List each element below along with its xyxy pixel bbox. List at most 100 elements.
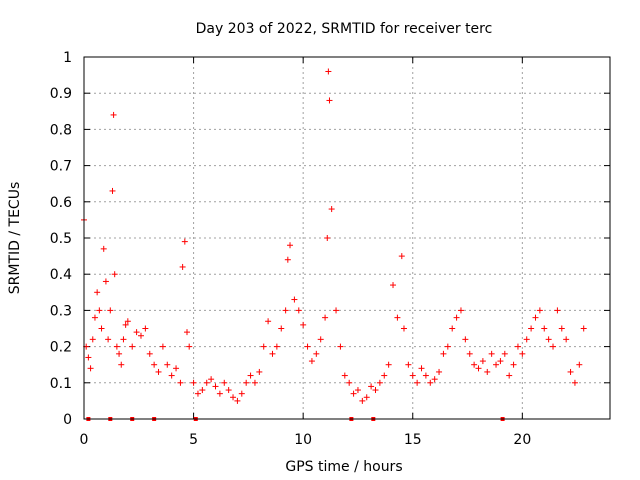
- data-point: [457, 307, 464, 314]
- y-tick-label: 0.8: [50, 122, 72, 138]
- data-point: [142, 325, 149, 332]
- data-point: [151, 361, 158, 368]
- data-point: [359, 397, 366, 404]
- data-point: [431, 376, 438, 383]
- data-point: [444, 343, 451, 350]
- data-point: [453, 314, 460, 321]
- data-point: [381, 372, 388, 379]
- data-point: [326, 97, 333, 104]
- data-point: [225, 387, 232, 394]
- x-tick-label: 10: [294, 432, 312, 448]
- x-tick-label: 15: [404, 432, 422, 448]
- data-point: [265, 318, 272, 325]
- data-point: [221, 379, 228, 386]
- data-point: [118, 361, 125, 368]
- data-point: [107, 307, 114, 314]
- data-point: [471, 361, 478, 368]
- data-point: [567, 368, 574, 375]
- data-point: [528, 325, 535, 332]
- data-point: [372, 387, 379, 394]
- data-point: [256, 368, 263, 375]
- data-point: [422, 372, 429, 379]
- data-point: [394, 314, 401, 321]
- data-point: [179, 263, 186, 270]
- data-point: [497, 358, 504, 365]
- y-tick-label: 1: [63, 50, 72, 66]
- data-point: [124, 318, 131, 325]
- data-point: [120, 336, 127, 343]
- data-point: [287, 242, 294, 249]
- data-point: [514, 343, 521, 350]
- data-point: [110, 111, 117, 118]
- data-point: [328, 206, 335, 213]
- data-point: [363, 394, 370, 401]
- y-tick-label: 0.2: [50, 340, 72, 356]
- data-point: [350, 390, 357, 397]
- data-point: [545, 336, 552, 343]
- data-point: [159, 343, 166, 350]
- data-point: [87, 365, 94, 372]
- data-point: [184, 329, 191, 336]
- data-point: [346, 379, 353, 386]
- data-point: [105, 336, 112, 343]
- data-point: [532, 314, 539, 321]
- data-point: [390, 282, 397, 289]
- data-point: [199, 387, 206, 394]
- data-point: [186, 343, 193, 350]
- data-point: [238, 390, 245, 397]
- data-point: [571, 379, 578, 386]
- data-point: [400, 325, 407, 332]
- data-point: [405, 361, 412, 368]
- data-point: [177, 379, 184, 386]
- data-point: [317, 336, 324, 343]
- data-point: [324, 235, 331, 241]
- x-axis-label: GPS time / hours: [285, 459, 402, 475]
- data-point: [501, 350, 508, 357]
- data-point: [506, 372, 513, 379]
- y-tick-label: 0.1: [50, 376, 72, 392]
- data-point: [89, 336, 96, 343]
- data-point: [558, 325, 565, 332]
- data-point: [102, 278, 109, 285]
- data-point: [376, 379, 383, 386]
- data-point: [325, 68, 332, 75]
- data-point: [418, 365, 425, 372]
- data-point: [98, 325, 105, 332]
- data-point: [247, 372, 254, 379]
- data-point: [269, 350, 276, 357]
- data-point: [466, 350, 473, 357]
- data-point: [155, 368, 162, 375]
- data-point: [164, 361, 171, 368]
- data-point: [385, 361, 392, 368]
- data-point: [576, 361, 583, 368]
- data-point: [94, 289, 101, 296]
- data-point: [308, 358, 315, 365]
- data-point: [554, 307, 561, 314]
- data-point: [368, 383, 375, 390]
- data-point: [137, 332, 144, 339]
- points-layer: [81, 68, 587, 404]
- data-point: [203, 379, 210, 386]
- data-point: [212, 383, 219, 390]
- plot-frame: [83, 56, 611, 420]
- y-tick-label: 0.9: [50, 86, 72, 102]
- data-point: [173, 365, 180, 372]
- data-point: [234, 397, 241, 404]
- data-point: [85, 354, 92, 361]
- data-point: [322, 314, 329, 321]
- y-tick-label: 0.3: [50, 303, 72, 319]
- data-point: [550, 343, 557, 350]
- y-tick-label: 0.4: [50, 267, 72, 283]
- data-point: [109, 187, 116, 194]
- x-tick-label: 20: [513, 432, 531, 448]
- data-point: [488, 350, 495, 357]
- data-point: [122, 321, 129, 328]
- data-point: [168, 372, 175, 379]
- data-point: [295, 307, 302, 314]
- data-point: [100, 245, 107, 252]
- data-point: [116, 350, 123, 357]
- data-point: [208, 376, 215, 383]
- y-tick-label: 0: [63, 412, 72, 428]
- data-point: [194, 390, 201, 397]
